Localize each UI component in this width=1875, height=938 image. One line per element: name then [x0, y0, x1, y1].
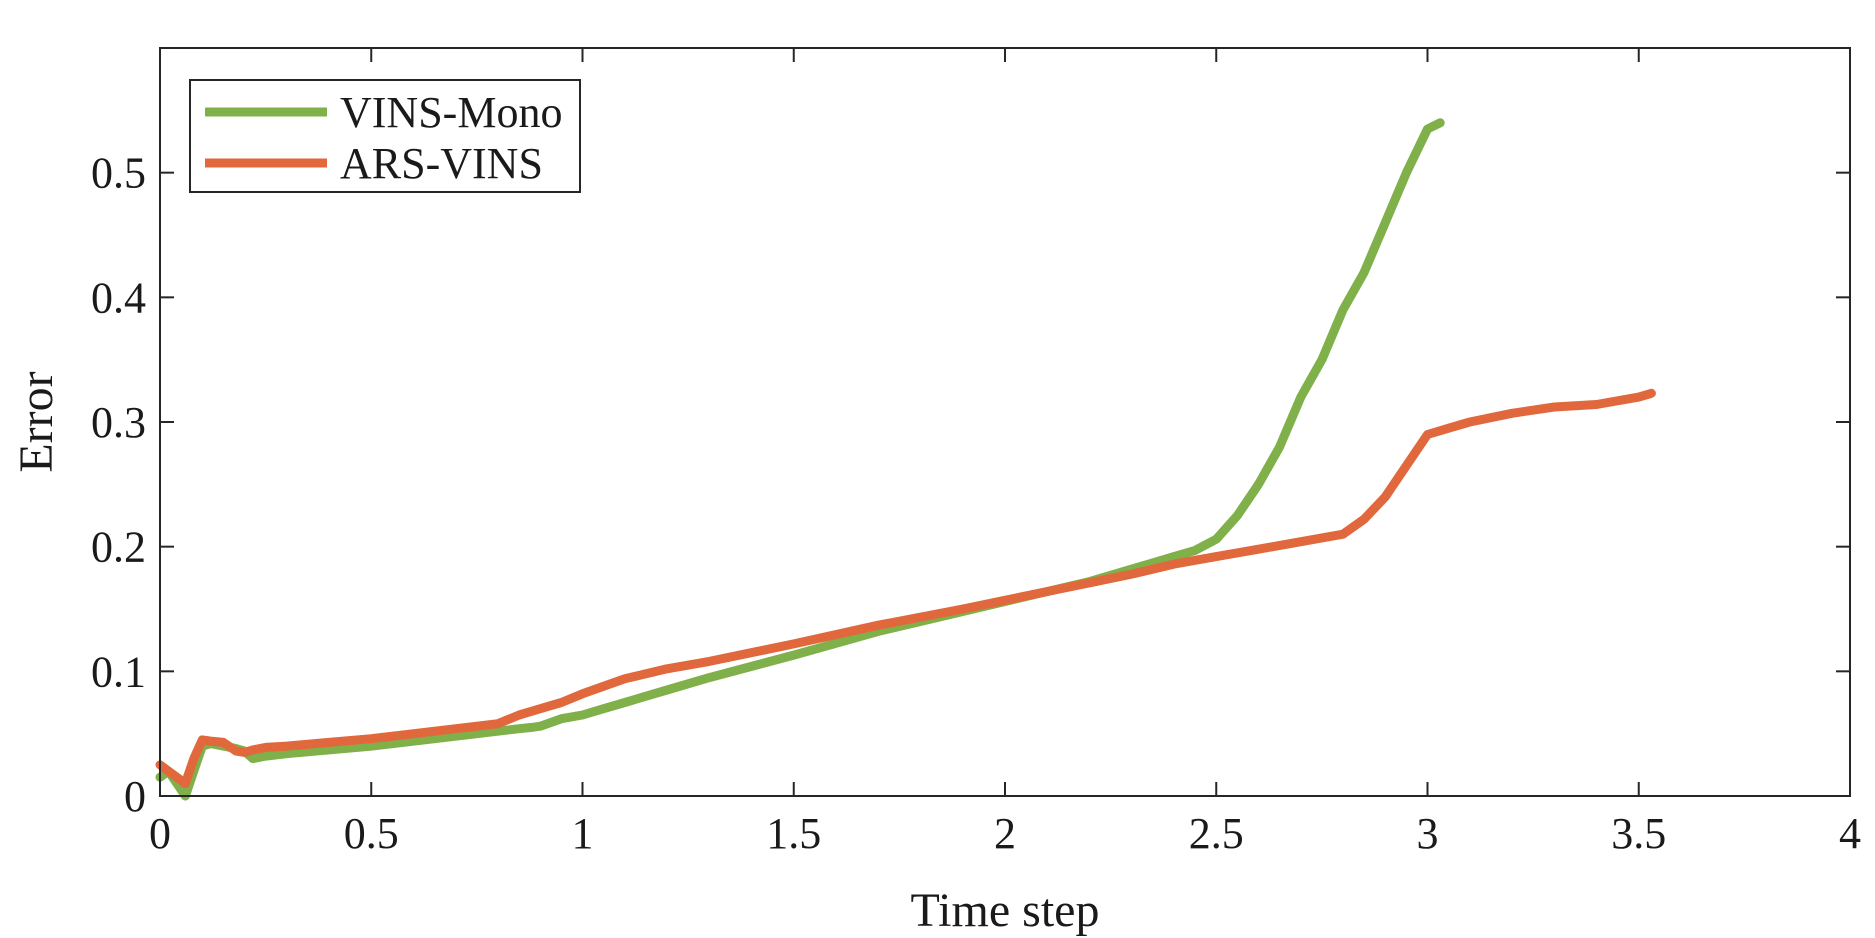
- x-tick-label: 1.5: [766, 809, 821, 858]
- x-tick-label: 2: [994, 809, 1016, 858]
- legend-label-vins-mono: VINS-Mono: [340, 88, 562, 137]
- series-line-ars-vins: [155, 388, 1656, 788]
- y-tick-label: 0: [124, 772, 146, 821]
- x-axis-title: Time step: [911, 884, 1100, 937]
- x-tick-label: 2.5: [1189, 809, 1244, 858]
- legend-label-ars-vins: ARS-VINS: [340, 139, 543, 188]
- x-tick-label: 4: [1839, 809, 1861, 858]
- y-tick-label: 0.5: [91, 149, 146, 198]
- x-tick-label: 0: [149, 809, 171, 858]
- y-tick-label: 0.2: [91, 523, 146, 572]
- x-tick-label: 3: [1417, 809, 1439, 858]
- legend-box: [189, 79, 581, 193]
- legend: VINS-Mono ARS-VINS: [189, 79, 581, 193]
- y-axis-title: Error: [10, 371, 63, 472]
- y-tick-label: 0.4: [91, 273, 146, 322]
- y-tick-label: 0.3: [91, 398, 146, 447]
- x-tick-label: 3.5: [1611, 809, 1666, 858]
- series-layer: [155, 118, 1656, 801]
- x-tick-label: 0.5: [344, 809, 399, 858]
- y-tick-label: 0.1: [91, 647, 146, 696]
- axis-ticks: 0 0.5 1 1.5 2 2.5 3 3.5 4 0 0.1 0.2 0.3 0.4 0.5: [91, 48, 1861, 858]
- x-tick-label: 1: [572, 809, 594, 858]
